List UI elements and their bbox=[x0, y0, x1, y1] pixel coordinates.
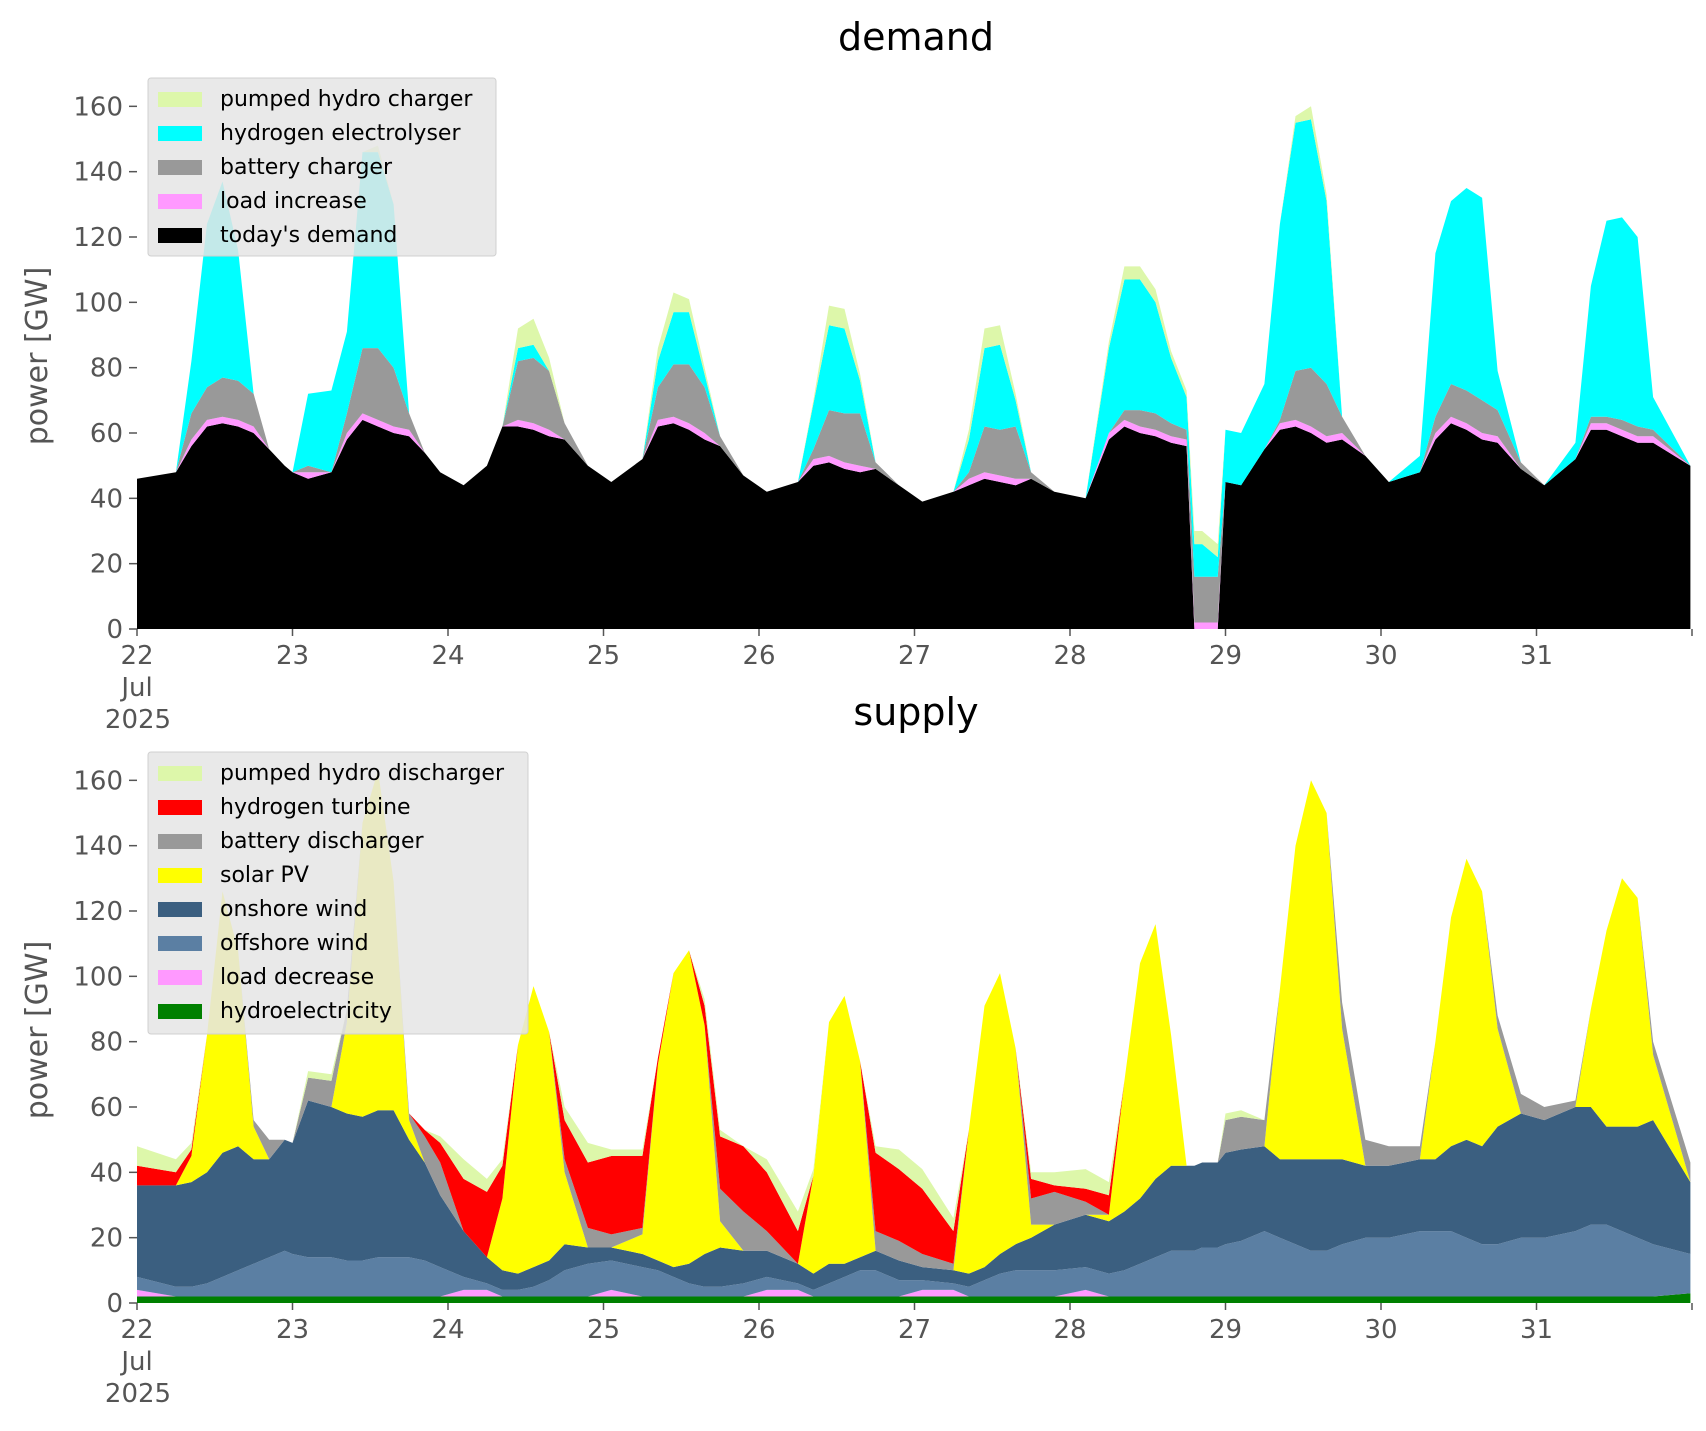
y-tick-label: 160 bbox=[73, 766, 123, 796]
y-tick-label: 40 bbox=[90, 484, 123, 514]
supply-title: supply bbox=[853, 690, 978, 734]
y-tick-label: 140 bbox=[73, 158, 123, 188]
legend-label: pumped hydro charger bbox=[220, 87, 473, 112]
legend-swatch bbox=[158, 868, 202, 883]
legend-label: onshore wind bbox=[220, 897, 367, 922]
legend-swatch bbox=[158, 126, 202, 141]
legend-label: pumped hydro discharger bbox=[220, 761, 505, 786]
x-tick-label: 22 bbox=[120, 641, 153, 671]
x-tick-label: 29 bbox=[1209, 1315, 1242, 1345]
area-hydroelectricity bbox=[137, 1293, 1691, 1303]
x-tick-label: 24 bbox=[431, 641, 464, 671]
legend-swatch bbox=[158, 902, 202, 917]
x-tick-label: 26 bbox=[742, 641, 775, 671]
legend-swatch bbox=[158, 92, 202, 107]
x-tick-label: 27 bbox=[898, 641, 931, 671]
y-tick-label: 60 bbox=[90, 419, 123, 449]
area-battery-charger bbox=[137, 348, 1691, 623]
area-today-s-demand bbox=[137, 419, 1691, 629]
legend-box bbox=[147, 77, 497, 257]
x-tick-label: 25 bbox=[587, 1315, 620, 1345]
area-onshore-wind bbox=[137, 1100, 1691, 1290]
x-tick-label: 26 bbox=[742, 1315, 775, 1345]
legend-label: offshore wind bbox=[220, 931, 369, 956]
y-tick-label: 20 bbox=[90, 550, 123, 580]
demand-legend: pumped hydro charger hydrogen electrolyse… bbox=[147, 77, 497, 257]
legend-label: hydrogen electrolyser bbox=[220, 121, 461, 146]
area-hydrogen-electrolyser bbox=[137, 119, 1691, 577]
x-tick-month: Jul bbox=[119, 673, 152, 703]
supply-areas bbox=[137, 770, 1691, 1303]
x-tick-label: 29 bbox=[1209, 641, 1242, 671]
legend-swatch bbox=[158, 970, 202, 985]
x-tick-label: 31 bbox=[1520, 1315, 1553, 1345]
x-tick-label: 28 bbox=[1053, 1315, 1086, 1345]
area-offshore-wind bbox=[137, 1224, 1691, 1297]
legend-label: battery discharger bbox=[220, 829, 425, 854]
y-tick-label: 160 bbox=[73, 92, 123, 122]
y-tick-label: 120 bbox=[73, 897, 123, 927]
legend-swatch bbox=[158, 834, 202, 849]
demand-ylabel: power [GW] bbox=[20, 267, 55, 446]
x-tick-year: 2025 bbox=[105, 1379, 171, 1409]
supply-y-ticks: 0 20 40 60 80 100 120 140 160 bbox=[73, 766, 137, 1319]
x-tick-label: 22 bbox=[120, 1315, 153, 1345]
x-tick-label: 27 bbox=[898, 1315, 931, 1345]
legend-swatch bbox=[158, 766, 202, 781]
supply-legend: pumped hydro discharger hydrogen turbine b… bbox=[147, 751, 529, 1035]
area-solar-pv bbox=[137, 770, 1691, 1274]
y-tick-label: 80 bbox=[90, 354, 123, 384]
legend-label: hydroelectricity bbox=[220, 999, 392, 1024]
legend-label: hydrogen turbine bbox=[220, 795, 411, 820]
demand-panel: demand power [GW] 020406080100120140160 … bbox=[20, 15, 1693, 735]
legend-label: load increase bbox=[220, 189, 367, 214]
x-tick-label: 24 bbox=[431, 1315, 464, 1345]
area-load-decrease bbox=[137, 1289, 1691, 1297]
y-tick-label: 0 bbox=[106, 615, 123, 645]
legend-swatch bbox=[158, 1004, 202, 1019]
legend-swatch bbox=[158, 194, 202, 209]
supply-ylabel: power [GW] bbox=[20, 941, 55, 1120]
y-tick-label: 60 bbox=[90, 1093, 123, 1123]
demand-title: demand bbox=[838, 15, 994, 59]
y-tick-label: 100 bbox=[73, 962, 123, 992]
supply-panel: supply power [GW] 020406080100120140160 … bbox=[20, 690, 1693, 1409]
y-tick-label: 40 bbox=[90, 1158, 123, 1188]
legend-swatch bbox=[158, 228, 202, 243]
x-tick-month: Jul bbox=[119, 1347, 152, 1377]
legend-box bbox=[147, 751, 529, 1035]
x-tick-label: 30 bbox=[1364, 1315, 1397, 1345]
legend-label: battery charger bbox=[220, 155, 393, 180]
legend-label: load decrease bbox=[220, 965, 374, 990]
y-tick-label: 100 bbox=[73, 288, 123, 318]
legend-swatch bbox=[158, 800, 202, 815]
demand-areas bbox=[137, 106, 1691, 629]
y-tick-label: 20 bbox=[90, 1224, 123, 1254]
legend-label: solar PV bbox=[220, 863, 309, 888]
y-tick-label: 120 bbox=[73, 223, 123, 253]
x-tick-label: 23 bbox=[276, 641, 309, 671]
y-tick-label: 80 bbox=[90, 1028, 123, 1058]
x-tick-year: 2025 bbox=[105, 705, 171, 735]
legend-swatch bbox=[158, 936, 202, 951]
x-tick-label: 23 bbox=[276, 1315, 309, 1345]
demand-y-ticks: 0 20 40 60 80 100 120 140 160 bbox=[73, 92, 137, 645]
x-tick-label: 30 bbox=[1364, 641, 1397, 671]
legend-label: today's demand bbox=[220, 223, 397, 248]
y-tick-label: 0 bbox=[106, 1289, 123, 1319]
legend-swatch bbox=[158, 160, 202, 175]
x-tick-label: 25 bbox=[587, 641, 620, 671]
x-tick-label: 31 bbox=[1520, 641, 1553, 671]
x-tick-label: 28 bbox=[1053, 641, 1086, 671]
y-tick-label: 140 bbox=[73, 832, 123, 862]
